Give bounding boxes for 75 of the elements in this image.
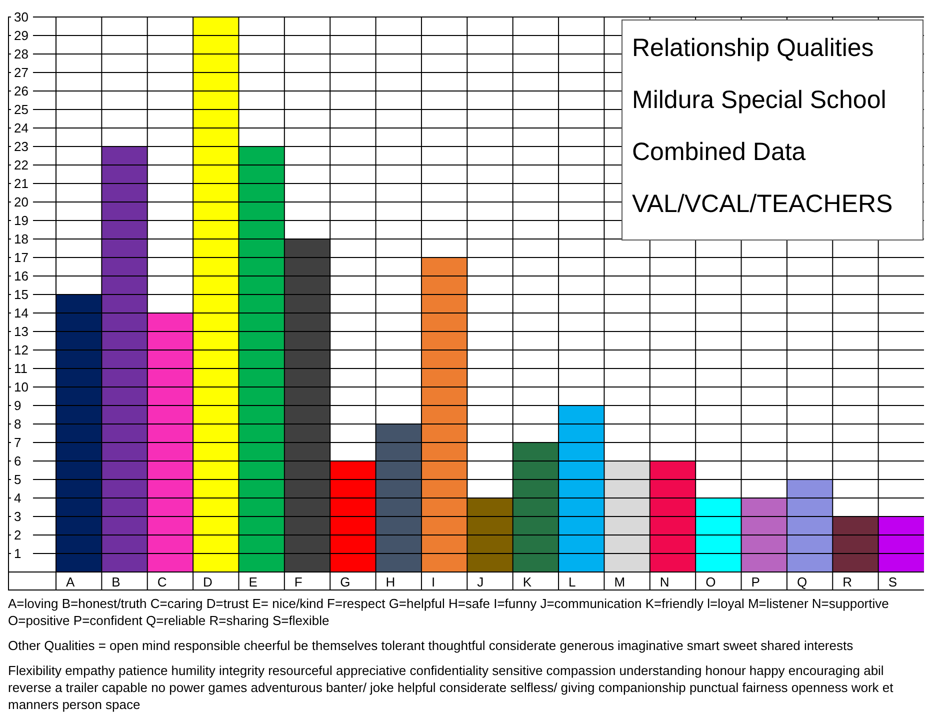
- x-tick-label: R: [842, 574, 852, 590]
- x-tick-label: P: [751, 574, 760, 590]
- y-tick-label: 13: [14, 324, 28, 339]
- x-tick-label: L: [568, 574, 576, 590]
- bar: [604, 461, 650, 572]
- y-tick-label: 22: [14, 158, 28, 172]
- bar: [193, 17, 239, 572]
- y-tick-label: 18: [14, 232, 28, 246]
- y-tick-label: 24: [14, 120, 28, 136]
- bar: [741, 498, 787, 572]
- y-tick-label: 20: [14, 194, 28, 210]
- x-tick-label: K: [522, 574, 532, 590]
- text: Relationship Qualities: [632, 34, 874, 62]
- bar: [56, 294, 102, 572]
- text: Mildura Special School: [632, 86, 886, 114]
- x-tick-label: E: [248, 574, 258, 590]
- x-tick-label: D: [203, 574, 212, 590]
- bar: [650, 461, 696, 572]
- bar: [330, 461, 376, 572]
- y-tick-label: 3: [14, 509, 22, 524]
- y-tick-label: 4: [14, 490, 22, 506]
- bar: [878, 516, 924, 572]
- bar: [558, 406, 604, 572]
- text: A=loving B=honest/truth C=caring D=trust E= nice/kind F=respect G=helpful H=safe I=funny J=communication K=friendly l=loyal M=listener N=supportive O=positive P=confident Q=reliable R=sharing S=flexible: [8, 595, 890, 629]
- bar: [147, 313, 194, 572]
- y-tick-label: 25: [14, 102, 28, 117]
- y-tick-label: 15: [14, 287, 28, 302]
- x-tick-label: J: [477, 574, 484, 590]
- y-tick-label: 29: [14, 28, 28, 43]
- annotation: VAL/VCAL/TEACHERS: [632, 190, 893, 218]
- bar: [102, 146, 148, 572]
- text: Other Qualities = open mind responsible cheerful be themselves tolerant thoughtful considerate generous imaginative smart sweet shared interests: [8, 637, 854, 654]
- y-tick-label: 16: [14, 268, 28, 284]
- annotation: Combined Data: [632, 138, 806, 166]
- bar: [696, 498, 742, 572]
- x-tick-label: G: [340, 574, 350, 590]
- y-tick-label: 19: [14, 213, 28, 228]
- y-tick-label: 7: [14, 435, 22, 450]
- x-tick-label: C: [157, 574, 167, 590]
- bar: [421, 258, 468, 572]
- y-tick-label: 12: [14, 342, 28, 358]
- x-tick-label: M: [614, 574, 626, 590]
- y-tick-label: 14: [14, 306, 28, 320]
- bar: [284, 239, 330, 572]
- x-tick-label: H: [386, 574, 396, 590]
- y-tick-label: 23: [14, 139, 28, 154]
- x-tick-label: N: [660, 574, 670, 590]
- x-tick-label: F: [294, 574, 302, 590]
- y-tick-label: 21: [14, 176, 28, 191]
- x-tick-label: S: [888, 574, 898, 590]
- bar: [786, 480, 833, 572]
- y-tick-label: 2: [14, 528, 22, 542]
- bar: [238, 146, 284, 572]
- x-tick-label: I: [431, 574, 436, 590]
- text: Flexibility empathy patience humility integrity resourceful appreciative confidentiality sensitive compassion understanding honour happy encouraging abil reverse a trailer capable no power games adventurous banter/ joke helpful considerate selfless/ giving companionship punctual fairness openness work et manners person space: [8, 662, 894, 713]
- y-tick-label: 17: [14, 250, 28, 265]
- y-tick-label: 9: [14, 398, 22, 413]
- y-tick-label: 30: [14, 10, 28, 24]
- y-tick-label: 5: [14, 472, 22, 487]
- bar: [467, 498, 513, 572]
- y-tick-label: 10: [14, 380, 28, 394]
- bar: [832, 516, 878, 572]
- x-tick-label: Q: [796, 574, 808, 590]
- bar: [376, 424, 422, 572]
- y-tick-label: 28: [14, 46, 28, 62]
- y-tick-label: 26: [14, 84, 28, 98]
- y-tick-label: 27: [14, 65, 28, 80]
- y-tick-label: 6: [14, 454, 22, 468]
- x-tick-label: B: [112, 574, 120, 590]
- bar: [512, 442, 559, 572]
- x-tick-label: O: [706, 574, 716, 590]
- x-tick-label: A: [66, 574, 75, 590]
- y-tick-label: 8: [14, 416, 22, 432]
- y-tick-label: 1: [14, 546, 22, 561]
- y-tick-label: 11: [14, 361, 28, 376]
